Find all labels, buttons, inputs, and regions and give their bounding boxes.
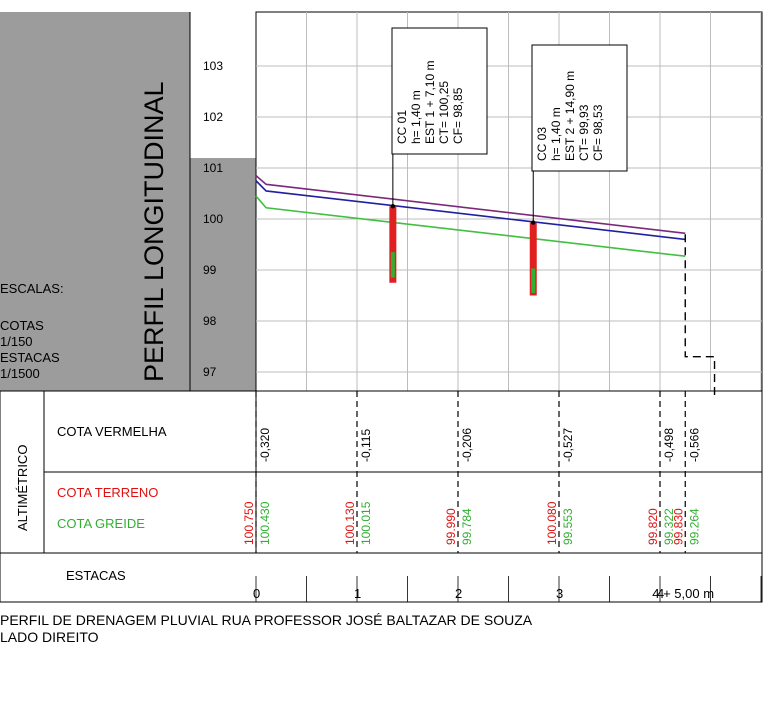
caption-line-1: PERFIL DE DRENAGEM PLUVIAL RUA PROFESSOR… [0,612,533,628]
cota-vermelha-value: -0,320 [258,428,272,462]
profile-area: CC 01 h= 1,40 m EST 1 + 7,10 m CT= 100,25 CF… [255,11,763,398]
vertical-title: PERFIL LONGITUDINAL [139,81,169,382]
caption-line-2: LADO DIREITO [0,629,99,645]
profile-line [255,180,686,241]
scales-label: ESCALAS: [0,281,64,296]
station-label: 4 + 5,00 m [652,586,714,601]
manhole-callout-text: CT= 100,25 [437,81,451,144]
elevation-tick-label: 102 [203,110,223,124]
manhole-pipe-segment [390,252,395,278]
elevation-tick-label: 103 [203,59,223,73]
cota-terreno-value: 100.750 [242,501,256,545]
drop-line [684,234,716,398]
manhole-callout-text: EST 2 + 14,90 m [563,71,577,161]
cotas-label: COTAS [0,318,44,333]
manhole-callout-text: CF= 98,85 [451,87,465,144]
manhole-node [390,204,396,209]
station-label: 1 [354,586,361,601]
station-label: 0 [253,586,260,601]
elevation-tick-label: 98 [203,314,217,328]
manhole-callout-text: h= 1,40 m [409,90,423,144]
manhole-callout-text: EST 1 + 7,10 m [423,61,437,145]
cota-vermelha-value: -0,566 [687,428,701,462]
cota-vermelha-label: COTA VERMELHA [57,424,167,439]
data-table: ALTIMÉTRICO COTA VERMELHA COTA TERRENO C… [0,390,763,603]
profile-lines [255,175,686,258]
station-axis: 0 1 2 3 44 + 5,00 m [253,576,762,602]
profile-line [255,195,686,258]
manhole-callout-text: CC 01 [395,110,409,144]
estacas-row-label: ESTACAS [66,568,126,583]
cota-vermelha-value: -0,527 [561,428,575,462]
cota-greide-value: 99.322 [662,508,676,545]
cota-greide-value: 99.553 [561,508,575,545]
axis-white-area [190,12,256,158]
station-label: 2 [455,586,462,601]
cota-terreno-label: COTA TERRENO [57,485,158,500]
elevation-tick-label: 99 [203,263,217,277]
manholes: CC 01 h= 1,40 m EST 1 + 7,10 m CT= 100,25 CF… [389,27,628,296]
station-label: 3 [556,586,563,601]
cota-terreno-value: 100.080 [545,501,559,545]
manhole-callout-text: CC 03 [535,127,549,161]
cota-greide-value: 99.784 [460,508,474,545]
elevation-axis-labels: 103 102 101 100 99 98 97 [203,59,223,379]
manhole-shaft [389,206,397,283]
manhole-node [531,220,536,225]
manhole-callout-box [391,27,488,155]
cota-greide-value: 100.430 [258,501,272,545]
manhole-callout-text: CF= 98,53 [591,104,605,161]
profile-line [255,175,686,235]
manhole-shaft [529,222,537,296]
title-block: PERFIL LONGITUDINAL ESCALAS: COTAS 1/150… [0,12,256,392]
cota-greide-label: COTA GREIDE [57,516,145,531]
estacas-scale: 1/1500 [0,366,40,381]
drop-line-path [684,234,716,398]
table-values: -0,320 100.750 100.430 -0,115 100.130 100.015… [242,391,701,553]
elevation-tick-label: 101 [203,161,223,175]
cota-terreno-value: 99.820 [646,508,660,545]
cota-terreno-value: 99.830 [671,508,685,545]
manhole-pipe-segment [531,268,536,293]
cota-vermelha-value: -0,498 [662,428,676,462]
cota-greide-value: 100.015 [359,501,373,545]
manhole-callout-text: CT= 99,93 [577,104,591,161]
elevation-tick-label: 97 [203,365,217,379]
cotas-scale: 1/150 [0,334,33,349]
cota-terreno-value: 100.130 [343,501,357,545]
altimetrico-label: ALTIMÉTRICO [15,445,30,531]
cota-vermelha-value: -0,115 [359,429,373,462]
manhole-callout-text: h= 1,40 m [549,107,563,161]
manhole-callout-box [531,44,628,172]
cota-terreno-value: 99.990 [444,508,458,545]
cota-vermelha-value: -0,206 [460,428,474,462]
station-label: 4 [657,586,664,601]
estacas-label: ESTACAS [0,350,60,365]
elevation-tick-label: 100 [203,212,223,226]
cota-greide-value: 99.264 [687,508,701,545]
